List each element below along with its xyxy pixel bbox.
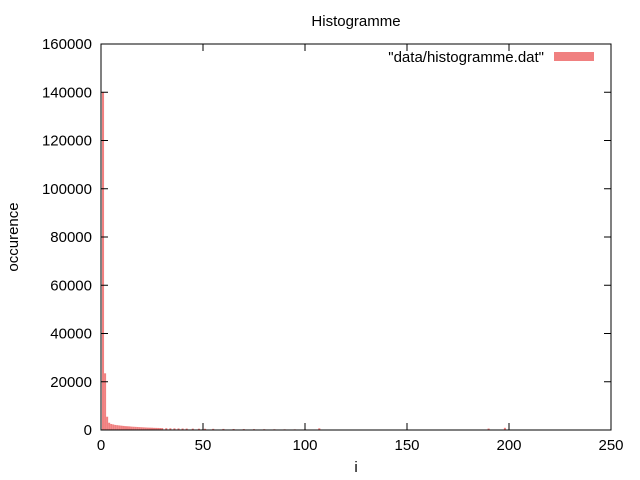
y-tick-label: 40000 <box>50 326 92 343</box>
histogram-bar <box>185 428 188 430</box>
histogram-bar <box>144 427 147 430</box>
y-tick-label: 140000 <box>42 84 92 101</box>
x-tick-label: 250 <box>598 437 623 454</box>
x-axis-title: i <box>354 459 357 476</box>
y-axis-title: occurence <box>5 202 22 271</box>
histogram-bar <box>102 92 105 430</box>
histogram-bar <box>191 428 194 430</box>
histogram-bar <box>106 416 109 430</box>
histogram-bar <box>181 428 184 430</box>
histogram-bar <box>120 425 123 430</box>
histogram-bar <box>150 427 154 430</box>
histogram-bar <box>197 428 200 430</box>
x-axis: 0 50 100 150 200 250 <box>97 44 624 454</box>
histogram-bar <box>110 423 113 430</box>
histogram-bar <box>177 428 180 430</box>
histogram-bar <box>126 426 129 430</box>
histogram-bar <box>142 427 145 430</box>
histogram-bar <box>155 427 158 430</box>
histogram-bar <box>130 426 133 430</box>
y-tick-label: 20000 <box>50 374 92 391</box>
histogram-bar <box>173 428 176 430</box>
histogram-bar <box>146 427 149 430</box>
x-tick-label: 50 <box>195 437 212 454</box>
legend-label: "data/histogramme.dat" <box>388 49 544 66</box>
histogram-bar <box>165 428 168 430</box>
x-tick-label: 150 <box>394 437 419 454</box>
histogram-bar <box>104 373 107 430</box>
histogram-bar <box>212 428 215 430</box>
histogram-bar <box>112 424 115 430</box>
y-axis: 0 20000 40000 60000 80000 100000 120000 140000 1… <box>42 36 611 439</box>
histogram-bar <box>122 425 125 430</box>
histogram-bar <box>128 426 131 430</box>
histogram-bar <box>204 428 207 430</box>
histogram-bar <box>108 422 111 430</box>
histogram-bar <box>318 428 321 430</box>
histogram-bar <box>222 428 225 430</box>
y-tick-label: 0 <box>84 422 92 439</box>
histogram-bar <box>140 427 143 430</box>
histogram-bar <box>153 427 156 430</box>
bars-group <box>102 92 506 431</box>
histogram-bar <box>503 427 506 430</box>
histogram-bar <box>116 425 119 430</box>
y-tick-label: 120000 <box>42 133 92 150</box>
histogram-bar <box>114 424 117 430</box>
y-tick-label: 160000 <box>42 36 92 53</box>
x-tick-label: 200 <box>496 437 521 454</box>
y-tick-label: 60000 <box>50 277 92 294</box>
plot-frame <box>100 43 612 431</box>
histogram-bar <box>159 428 162 430</box>
histogram-bar <box>124 426 127 430</box>
histogram-bar <box>161 428 164 430</box>
histogram-bar <box>232 428 235 430</box>
histogram-bar <box>136 426 139 430</box>
legend: "data/histogramme.dat" <box>388 49 594 66</box>
histogram-bar <box>148 427 151 430</box>
x-tick-label: 100 <box>292 437 317 454</box>
histogram-bar <box>132 426 135 430</box>
histogram-bar <box>134 426 137 430</box>
histogram-bar <box>487 428 490 430</box>
y-tick-label: 80000 <box>50 229 92 246</box>
x-tick-label: 0 <box>97 437 105 454</box>
histogram-bar <box>157 427 160 430</box>
legend-swatch <box>554 52 594 61</box>
y-tick-label: 100000 <box>42 181 92 198</box>
histogram-bar <box>138 427 141 430</box>
chart-title: Histogramme <box>311 13 400 30</box>
histogram-bar <box>169 428 172 430</box>
histogram-bar <box>118 425 121 430</box>
